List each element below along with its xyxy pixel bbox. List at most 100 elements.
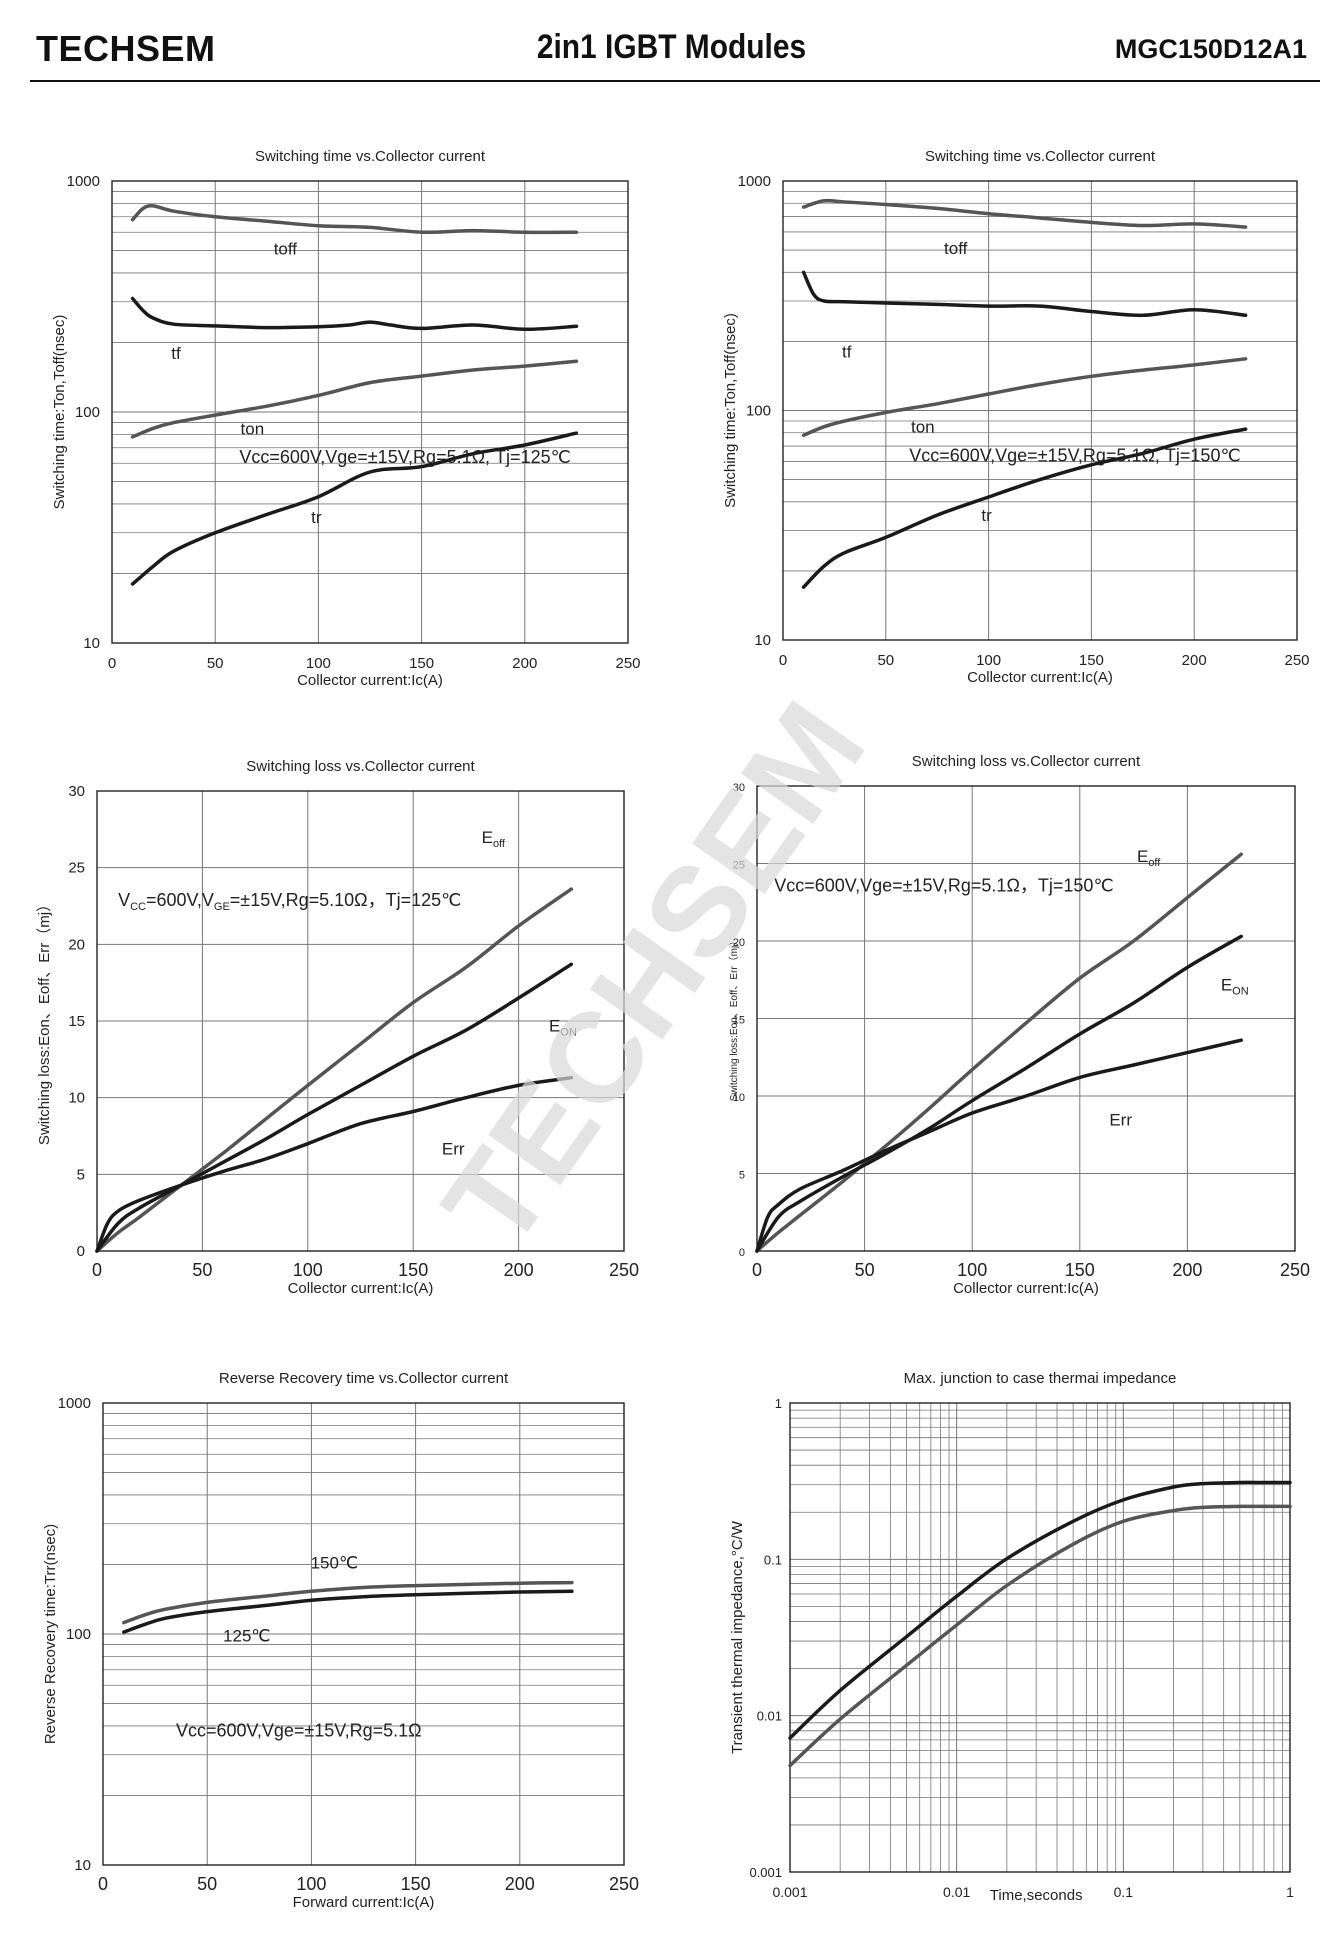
x-tick-label: 200 (512, 655, 537, 672)
series-line-ton (130, 359, 579, 439)
x-tick-label: 50 (192, 1260, 212, 1280)
x-tick-label: 150 (401, 1874, 431, 1894)
part-number: MGC150D12A1 (1114, 34, 1307, 64)
y-tick-label: 1 (775, 1396, 782, 1411)
curve-label-main: E (549, 1017, 560, 1036)
chart-sw-loss-150: Switching loss vs.Collector current 0 5 10 1… (728, 753, 1310, 1297)
series-line-tr (130, 431, 579, 586)
series-line-toff (801, 198, 1248, 229)
chart-zth: Max. junction to case thermai impedance 0… (729, 1370, 1294, 1904)
curve-label: EON (1221, 976, 1249, 998)
x-tick-label: 0 (92, 1260, 102, 1280)
chart-title: Switching loss vs.Collector current (246, 758, 475, 775)
x-tick-label: 100 (976, 652, 1001, 669)
curve-label-main: Err (1109, 1110, 1132, 1129)
y-tick-label: 10 (68, 1090, 85, 1107)
chart-title: Switching time vs.Collector current (255, 148, 486, 165)
y-tick-label: 1000 (58, 1395, 91, 1412)
y-tick-label: 20 (733, 937, 745, 949)
y-tick-label: 30 (68, 783, 85, 800)
x-tick-label: 1 (1286, 1884, 1294, 1900)
y-tick-label: 100 (746, 403, 771, 420)
curve-label-main: tf (171, 344, 181, 363)
annotation-subscript: CC (130, 901, 146, 913)
y-tick-label: 0.001 (749, 1865, 782, 1880)
x-tick-label: 250 (1284, 652, 1309, 669)
x-tick-label: 200 (1182, 652, 1207, 669)
y-tick-label: 25 (733, 860, 745, 872)
curve-label: ton (911, 418, 935, 437)
y-tick-label: 15 (68, 1013, 85, 1030)
plot-frame (102, 1402, 625, 1866)
condition-annotation: VCC=600V,VGE=±15V,Rg=5.10Ω，Tj=125℃ (118, 890, 461, 913)
series-line-150 (122, 1580, 574, 1625)
x-tick-label: 150 (398, 1260, 428, 1280)
curve-label: Eoff (1137, 847, 1161, 869)
plot-frame (789, 1402, 1291, 1873)
grid (782, 180, 1298, 641)
plot-frame (96, 790, 625, 1252)
curve-label-main: toff (944, 239, 968, 258)
series-line-toff (130, 204, 579, 235)
series-line-eon (755, 934, 1243, 1253)
curve-label: tr (981, 506, 992, 525)
curve-label-subscript: ON (1232, 986, 1249, 998)
x-tick-label: 100 (293, 1260, 323, 1280)
annotation-text: V (118, 890, 130, 910)
series-line-tf (801, 270, 1248, 318)
x-tick-label: 250 (609, 1874, 639, 1894)
curve-label: toff (274, 240, 298, 259)
grid (111, 180, 629, 644)
chart-sw-loss-125: Switching loss vs.Collector current 0 5 10 1… (36, 758, 639, 1297)
curve-label-main: E (1137, 847, 1148, 866)
curve-label-main: ton (241, 419, 265, 438)
y-tick-label: 0 (739, 1247, 745, 1259)
plot-frame (111, 180, 629, 644)
annotation-text: =600V,V (146, 890, 214, 910)
curve-label-subscript: off (493, 838, 506, 850)
chart-title: Reverse Recovery time vs.Collector curre… (219, 1370, 509, 1387)
curve-label: 125℃ (223, 1626, 270, 1645)
curve-label-subscript: off (1148, 857, 1161, 869)
grid (789, 1402, 1291, 1873)
curve-label: 150℃ (311, 1554, 358, 1573)
x-tick-label: 200 (505, 1874, 535, 1894)
curve-label: EON (549, 1017, 577, 1039)
chart-sw-time-150: Switching time vs.Collector current 10 100… (722, 148, 1310, 686)
series-line-tf (130, 296, 579, 332)
y-tick-label: 1000 (67, 173, 100, 190)
x-axis-label: Collector current:Ic(A) (288, 1280, 434, 1297)
y-tick-label: 0.1 (764, 1552, 782, 1567)
condition-annotation: Vcc=600V,Vge=±15V,Rg=5.1Ω (176, 1720, 422, 1740)
curve-label-subscript: ON (560, 1027, 577, 1039)
y-tick-label: 1000 (738, 173, 771, 190)
x-tick-label: 50 (877, 652, 894, 669)
x-tick-label: 0.001 (772, 1884, 807, 1900)
plot-frame (782, 180, 1298, 641)
x-tick-label: 200 (1172, 1260, 1202, 1280)
x-tick-label: 150 (1065, 1260, 1095, 1280)
y-axis-label: Transient thermal impedance,°C/W (729, 1520, 746, 1754)
curve-label: ton (241, 419, 265, 438)
x-axis-label: Collector current:Ic(A) (953, 1280, 1099, 1297)
chart-trr: Reverse Recovery time vs.Collector curre… (42, 1370, 639, 1911)
y-tick-label: 10 (74, 1857, 91, 1874)
curve-label: tr (311, 508, 322, 527)
x-tick-label: 150 (1079, 652, 1104, 669)
curve-label-main: tr (311, 508, 322, 527)
x-tick-label: 200 (504, 1260, 534, 1280)
x-tick-label: 50 (207, 655, 224, 672)
x-tick-label: 0.1 (1114, 1884, 1134, 1900)
watermark: TECHSEM (416, 678, 892, 1273)
x-tick-label: 0 (779, 652, 787, 669)
plot-frame (756, 785, 1296, 1252)
y-tick-label: 10 (733, 1092, 745, 1104)
chart-title: Max. junction to case thermai impedance (904, 1370, 1177, 1387)
x-axis-label: Forward current:Ic(A) (293, 1894, 435, 1911)
curve-label: tf (842, 343, 852, 362)
y-axis-label: Switching time:Ton,Toff(nsec) (51, 315, 68, 510)
y-axis-label: Reverse Recovery time:Trr(nsec) (42, 1524, 59, 1744)
y-tick-label: 30 (733, 782, 745, 794)
chart-sw-time-125: Switching time vs.Collector current 10 100… (51, 148, 641, 689)
y-axis-label: Switching loss:Eon、Eoff、Err（mj） (728, 936, 740, 1101)
